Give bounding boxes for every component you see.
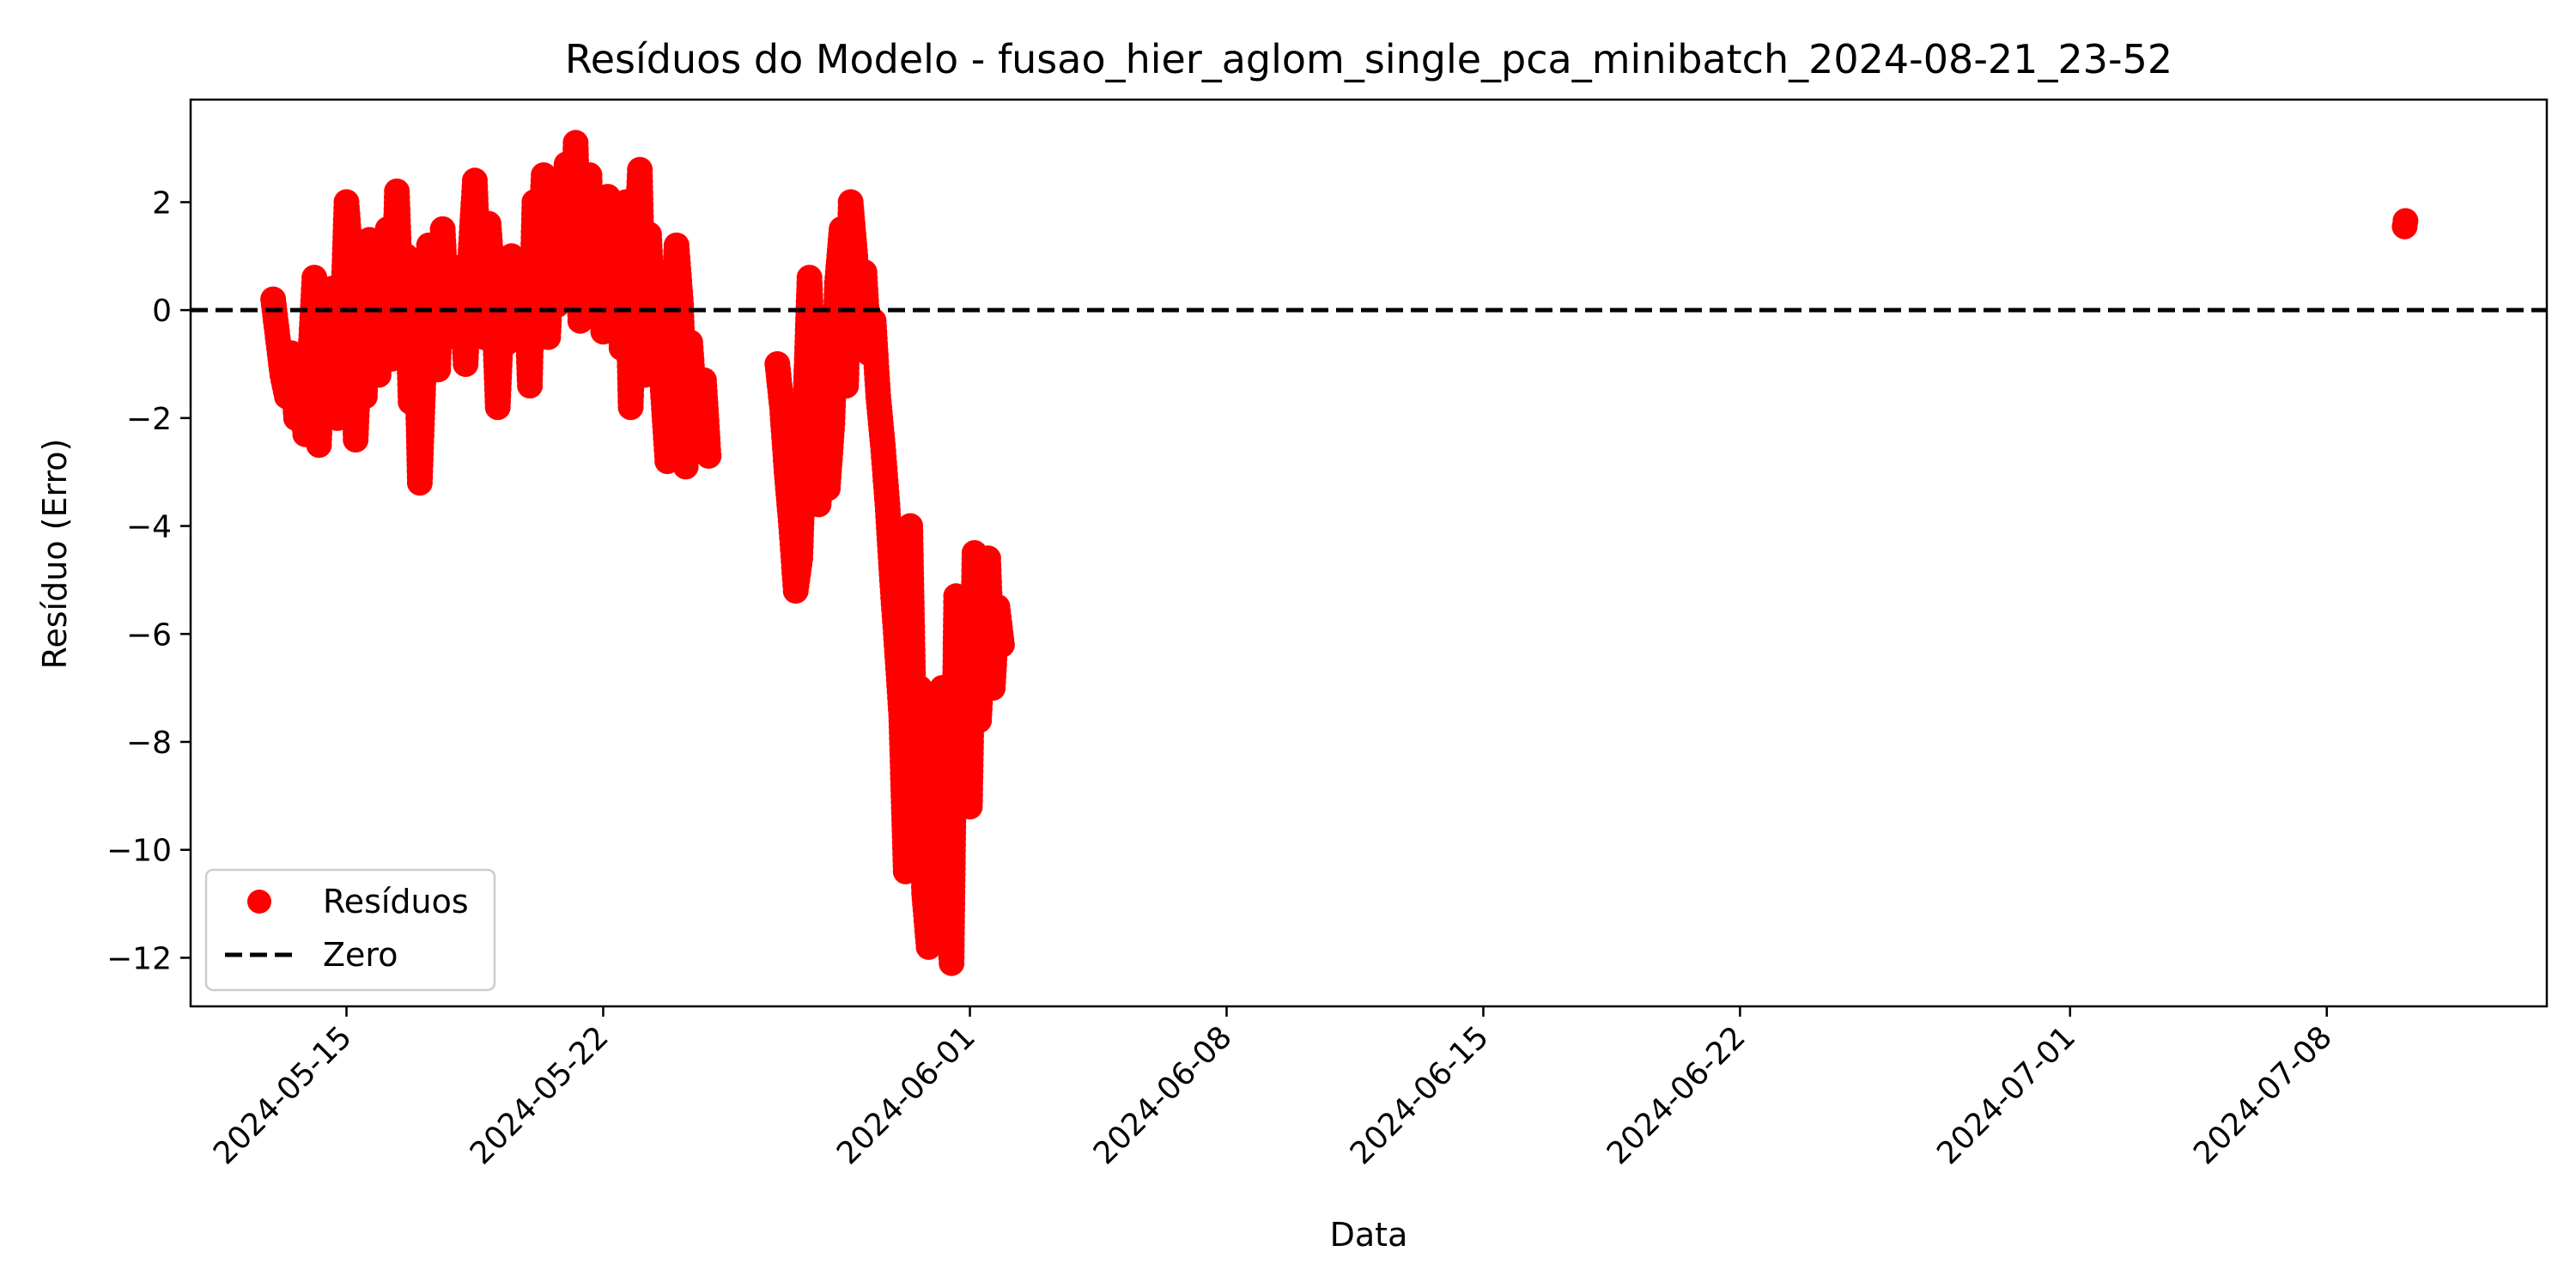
y-axis-label: Resíduo (Erro) — [36, 439, 74, 670]
legend-residuals-marker-icon — [247, 890, 271, 914]
legend-zero-label: Zero — [323, 936, 398, 974]
y-tick-label: −8 — [126, 726, 172, 761]
y-tick-label: 2 — [152, 185, 172, 221]
x-axis-label: Data — [1330, 1216, 1408, 1254]
residual-points — [260, 130, 2419, 976]
residual-point — [988, 631, 1015, 658]
chart-title: Resíduos do Modelo - fusao_hier_aglom_si… — [565, 36, 2172, 82]
y-tick-label: −6 — [126, 617, 172, 653]
residual-point — [696, 442, 722, 469]
legend: Resíduos Zero — [204, 868, 496, 992]
y-tick-label: 0 — [152, 294, 172, 329]
legend-residuals-label: Resíduos — [323, 883, 469, 920]
legend-box — [204, 868, 496, 992]
y-tick-label: −12 — [106, 941, 172, 976]
y-tick-label: −2 — [126, 402, 172, 437]
y-tick-label: −10 — [106, 834, 172, 869]
plot-frame — [189, 98, 2549, 1008]
y-axis-ticks: 2 0 −2 −4 −6 −8 −10 −12 — [106, 185, 191, 976]
y-tick-label: −4 — [126, 510, 172, 545]
residual-point — [2392, 208, 2419, 234]
